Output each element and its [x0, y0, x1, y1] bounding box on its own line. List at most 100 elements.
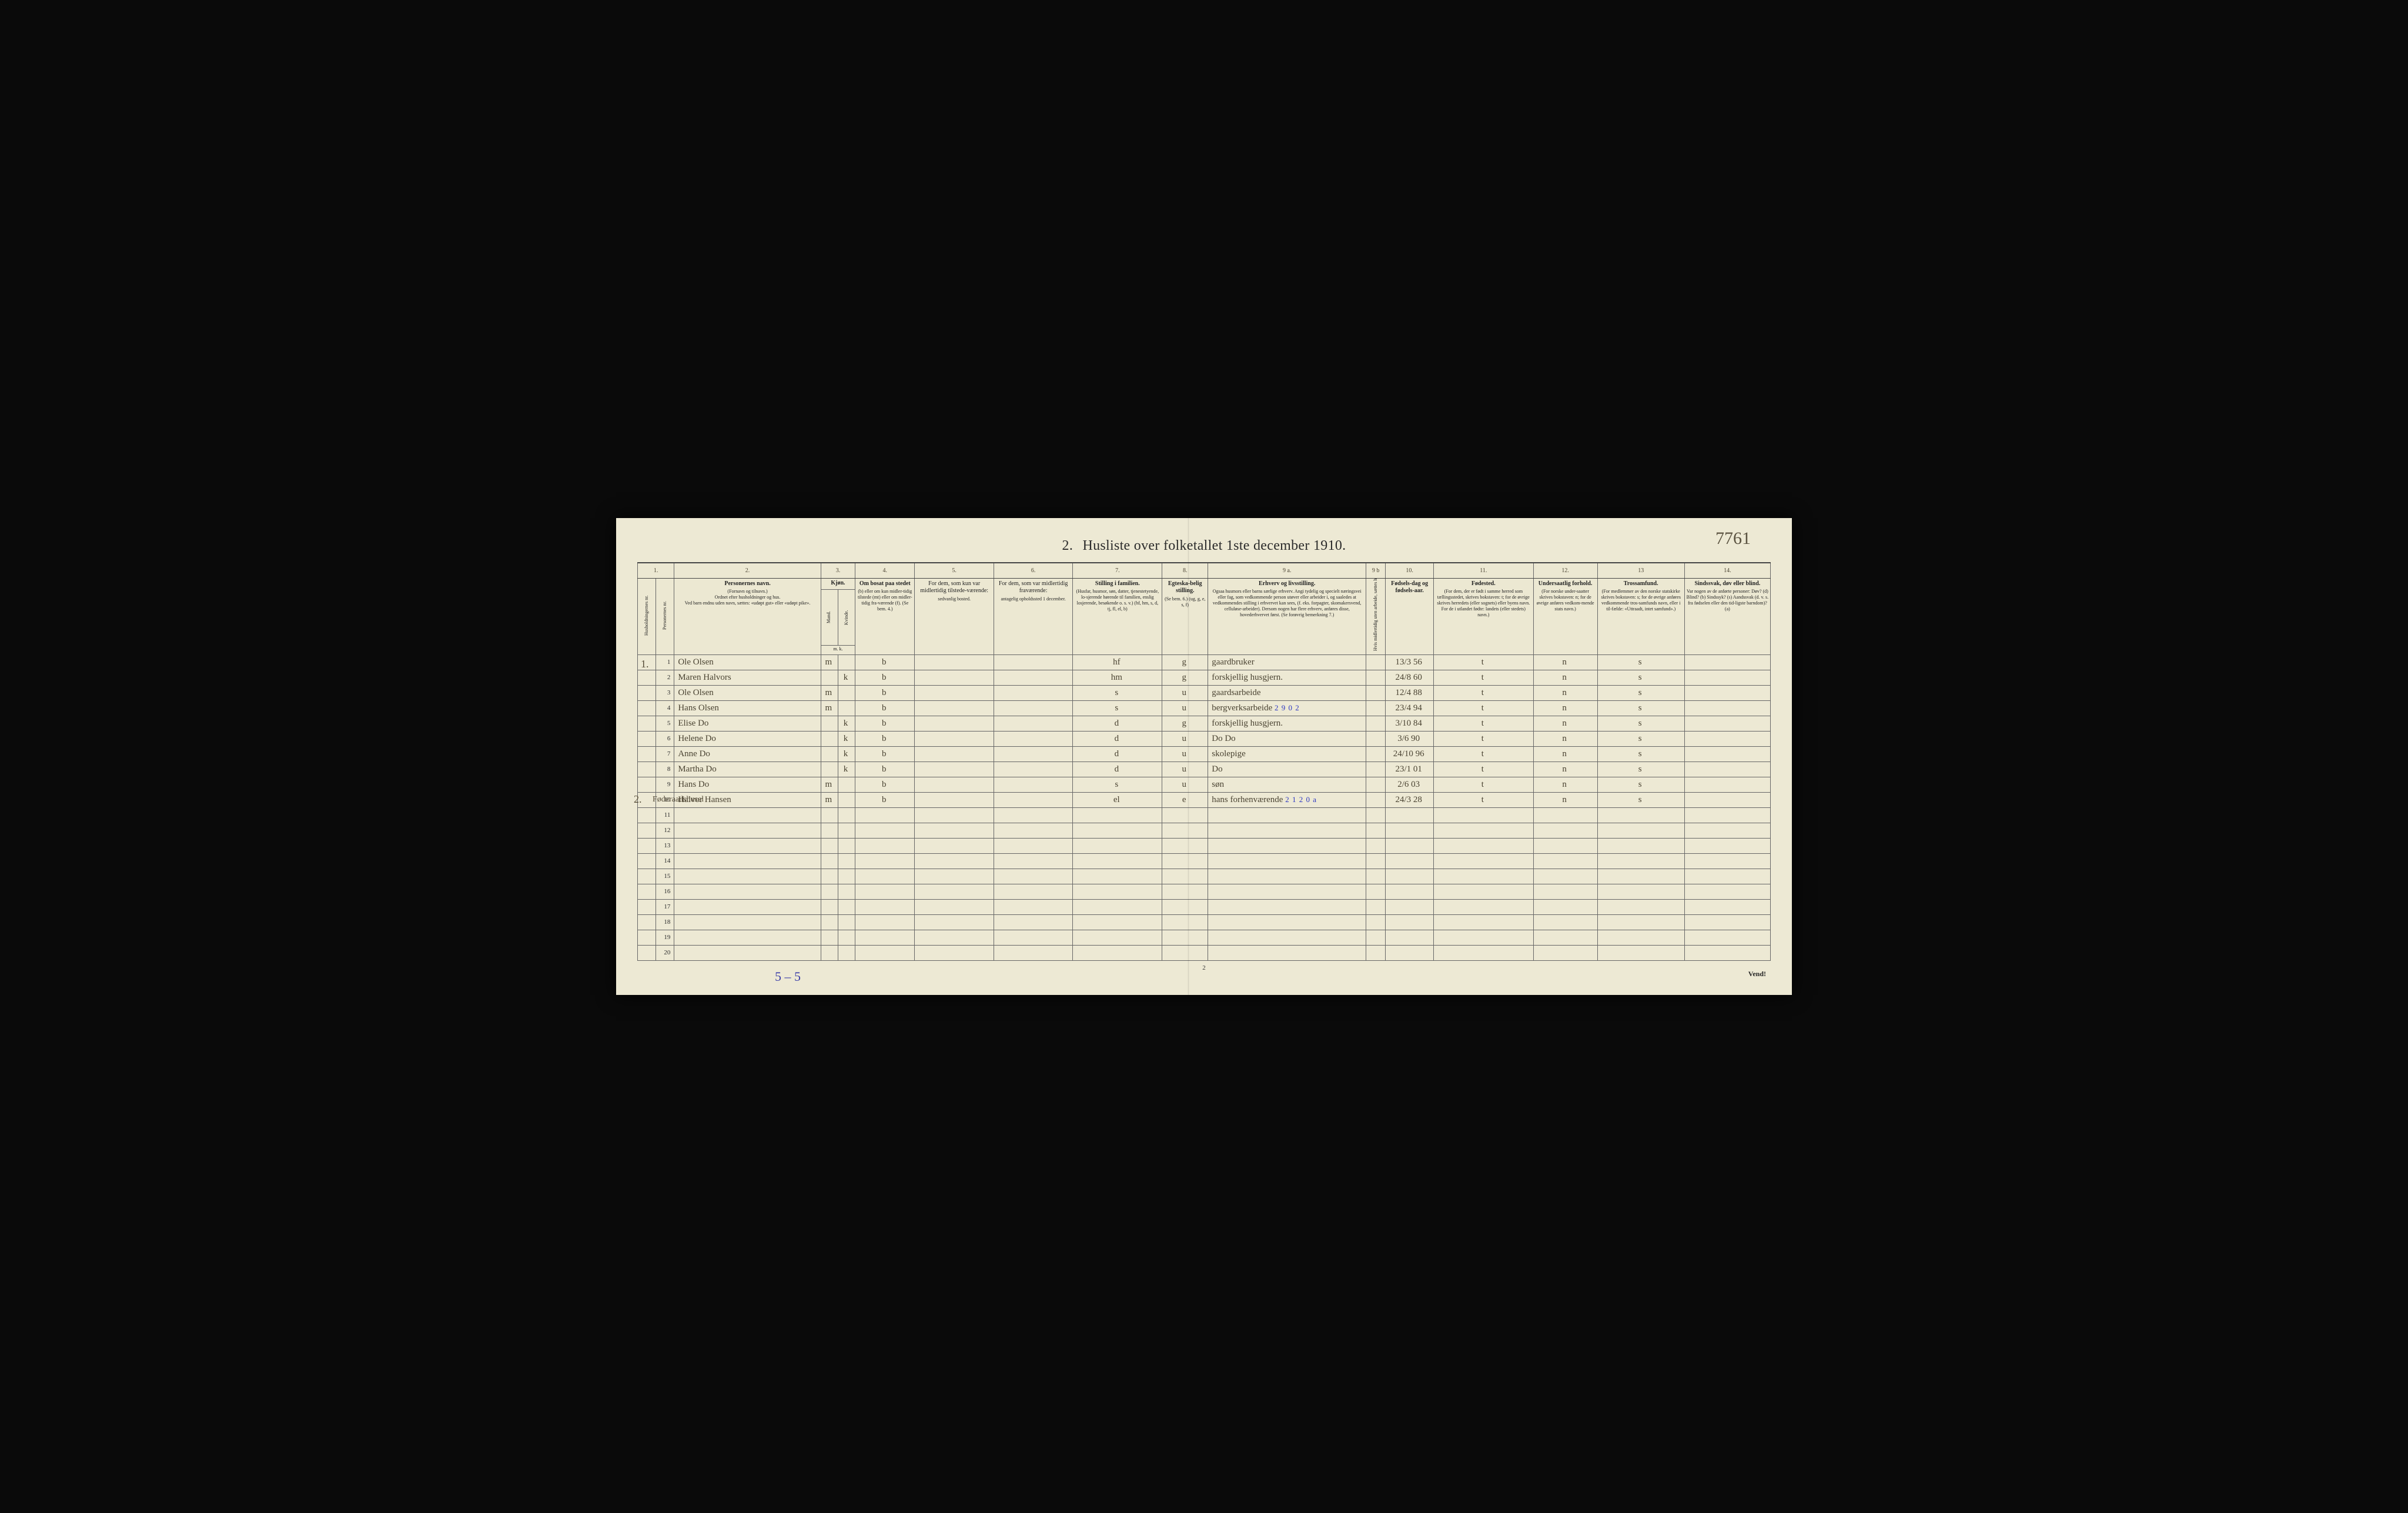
cell	[1073, 884, 1162, 899]
cell	[1684, 838, 1770, 853]
cell	[994, 777, 1072, 792]
cell: 12	[656, 823, 674, 838]
cell	[821, 853, 838, 869]
cell: b	[855, 731, 915, 746]
cell	[1366, 716, 1386, 731]
cell: d	[1073, 746, 1162, 761]
cell: b	[855, 670, 915, 685]
cell	[915, 731, 994, 746]
cell: d	[1073, 731, 1162, 746]
hdr-marital: Egteska-belig stilling. (Se bem. 6.) (ug…	[1162, 578, 1208, 654]
hdr-religion: Trossamfund. (For medlemmer av den norsk…	[1597, 578, 1684, 654]
cell	[915, 777, 994, 792]
cell: d	[1073, 761, 1162, 777]
cell	[838, 700, 855, 716]
cell	[674, 823, 821, 838]
colnum-11: 11.	[1434, 563, 1534, 578]
cell	[638, 670, 656, 685]
cell: b	[855, 716, 915, 731]
hdr-unemployed: Hvis midlertidig uten arbeide, sættes he…	[1366, 578, 1386, 654]
cell	[821, 731, 838, 746]
cell: g	[1162, 654, 1208, 670]
table-row: 16	[638, 884, 1771, 899]
blue-stamp: 2 9 0 2	[1275, 703, 1300, 712]
cell: b	[855, 685, 915, 700]
cell	[1434, 884, 1534, 899]
hdr-residence: Om bosat paa stedet (b) eller om kun mid…	[855, 578, 915, 654]
cell: g	[1162, 670, 1208, 685]
cell: t	[1434, 746, 1534, 761]
cell	[838, 823, 855, 838]
cell: 24/8 60	[1386, 670, 1434, 685]
cell	[1208, 884, 1366, 899]
cell: Do Do	[1208, 731, 1366, 746]
cell: 3/6 90	[1386, 731, 1434, 746]
cell: m	[821, 777, 838, 792]
cell: forskjellig husgjern.	[1208, 670, 1366, 685]
cell: Helene Do	[674, 731, 821, 746]
cell	[638, 884, 656, 899]
cell: Elise Do	[674, 716, 821, 731]
cell	[638, 777, 656, 792]
cell	[1366, 914, 1386, 930]
hdr-household-no: Husholdningernes nr.	[638, 578, 656, 654]
cell	[915, 930, 994, 945]
cell	[1434, 945, 1534, 960]
cell	[994, 899, 1072, 914]
cell: Ole Olsen	[674, 685, 821, 700]
cell: 16	[656, 884, 674, 899]
cell: 13/3 56	[1386, 654, 1434, 670]
cell	[855, 853, 915, 869]
cell: hf	[1073, 654, 1162, 670]
page-title: 2. Husliste over folketallet 1ste decemb…	[637, 538, 1771, 554]
cell	[1366, 761, 1386, 777]
cell	[674, 930, 821, 945]
cell	[1366, 884, 1386, 899]
cell	[1386, 899, 1434, 914]
cell	[994, 716, 1072, 731]
cell: b	[855, 700, 915, 716]
cell: b	[855, 746, 915, 761]
cell	[821, 716, 838, 731]
cell: 11	[656, 807, 674, 823]
cell	[838, 807, 855, 823]
cell: 19	[656, 930, 674, 945]
cell: k	[838, 731, 855, 746]
cell	[638, 761, 656, 777]
cell: t	[1434, 761, 1534, 777]
cell	[1366, 654, 1386, 670]
cell	[915, 838, 994, 853]
cell	[1533, 823, 1597, 838]
cell: g	[1162, 716, 1208, 731]
cell: t	[1434, 670, 1534, 685]
cell	[674, 899, 821, 914]
hdr-birthplace: Fødested. (For dem, der er født i samme …	[1434, 578, 1534, 654]
cell	[1684, 654, 1770, 670]
cell: t	[1434, 731, 1534, 746]
cell	[1162, 914, 1208, 930]
colnum-1: 1.	[638, 563, 674, 578]
cell	[994, 685, 1072, 700]
cell: k	[838, 670, 855, 685]
cell: t	[1434, 654, 1534, 670]
cell	[915, 685, 994, 700]
cell	[1597, 807, 1684, 823]
colnum-3: 3.	[821, 563, 855, 578]
title-prefix: 2.	[1062, 538, 1073, 553]
cell	[821, 838, 838, 853]
cell	[1386, 838, 1434, 853]
cell	[1073, 914, 1162, 930]
cell	[1386, 884, 1434, 899]
cell: gaardbruker	[1208, 654, 1366, 670]
cell: el	[1073, 792, 1162, 807]
cell	[838, 654, 855, 670]
cell: s	[1597, 746, 1684, 761]
cell: s	[1597, 792, 1684, 807]
cell	[1073, 945, 1162, 960]
cell	[1684, 746, 1770, 761]
cell: s	[1073, 777, 1162, 792]
cell: n	[1533, 670, 1597, 685]
cell: s	[1073, 700, 1162, 716]
cell	[838, 930, 855, 945]
cell	[1597, 869, 1684, 884]
